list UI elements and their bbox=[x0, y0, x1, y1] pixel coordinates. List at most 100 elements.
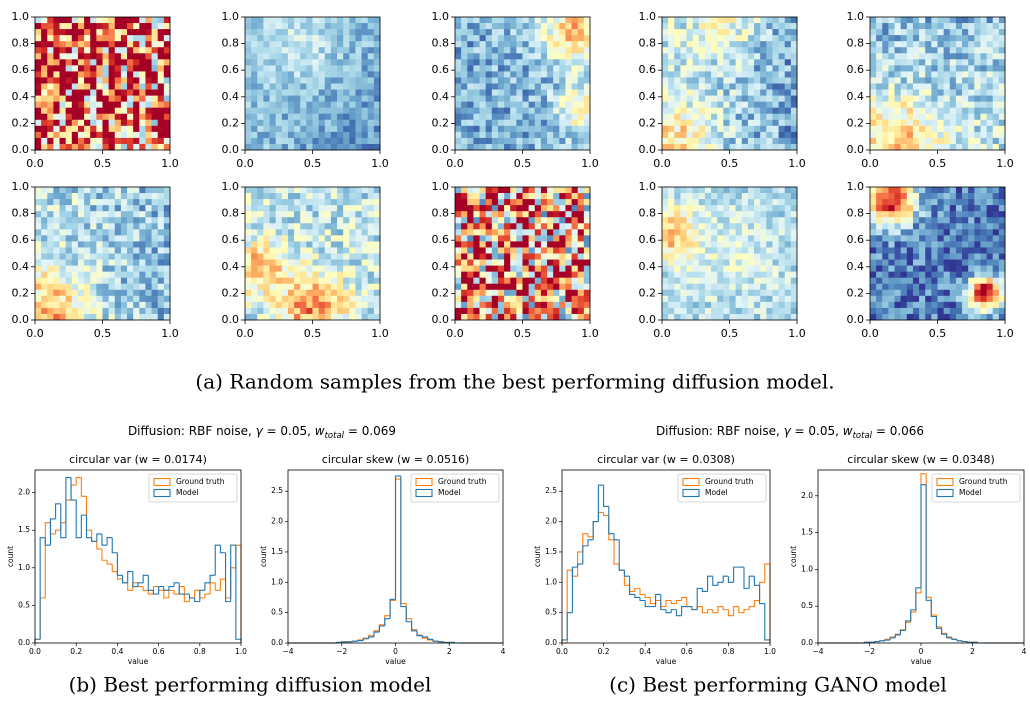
heatmap-cell bbox=[367, 65, 375, 72]
heatmap-cell bbox=[540, 217, 548, 224]
heatmap-cell bbox=[723, 41, 730, 48]
heatmap-cell bbox=[711, 71, 718, 78]
heatmap-cell bbox=[974, 137, 981, 145]
heatmap-cell bbox=[704, 271, 712, 279]
heatmap-cell bbox=[692, 253, 700, 260]
heatmap-cell bbox=[704, 277, 712, 285]
heatmap-cell bbox=[96, 253, 103, 260]
heatmap-cell bbox=[510, 35, 517, 42]
heatmap-cell bbox=[133, 217, 140, 224]
heatmap-cell bbox=[306, 131, 313, 139]
heatmap-cell bbox=[741, 113, 749, 121]
heatmap-cell bbox=[741, 83, 749, 90]
heatmap-cell bbox=[300, 29, 307, 36]
heatmap-cell bbox=[741, 307, 749, 315]
heatmap-cell bbox=[741, 259, 749, 266]
heatmap-cell bbox=[766, 17, 773, 24]
heatmap-cell bbox=[312, 29, 320, 36]
heatmap-cell bbox=[760, 241, 767, 248]
heatmap-cell bbox=[968, 193, 975, 200]
heatmap-cell bbox=[90, 193, 97, 200]
heatmap-cell bbox=[139, 71, 146, 78]
heatmap-cell bbox=[723, 101, 730, 109]
heatmap-cell bbox=[510, 277, 517, 285]
heatmap-cell bbox=[992, 89, 1000, 96]
x-tick-label: 0.0 bbox=[446, 327, 464, 340]
heatmap-cell bbox=[559, 193, 566, 200]
heatmap-cell bbox=[553, 229, 560, 236]
heatmap-cell bbox=[723, 229, 730, 236]
heatmap-cell bbox=[906, 223, 914, 230]
heatmap-cell bbox=[133, 211, 140, 218]
heatmap-cell bbox=[962, 193, 969, 200]
heatmap-cell bbox=[900, 217, 908, 224]
heatmap-cell bbox=[479, 253, 487, 260]
heatmap-cell bbox=[35, 125, 42, 133]
heatmap-cell bbox=[127, 307, 134, 315]
heatmap-cell bbox=[559, 113, 566, 121]
heatmap-cell bbox=[741, 235, 749, 242]
suptitle-part: total bbox=[853, 431, 873, 441]
heatmap-cell bbox=[41, 65, 48, 72]
heatmap-cell bbox=[974, 53, 981, 60]
heatmap-cell bbox=[565, 29, 572, 36]
heatmap-cell bbox=[504, 71, 511, 78]
heatmap-cell bbox=[145, 101, 152, 109]
heatmap-cell bbox=[583, 119, 591, 127]
heatmap-cell bbox=[949, 23, 957, 30]
heatmap-cell bbox=[547, 283, 554, 291]
heatmap-cell bbox=[90, 137, 97, 145]
heatmap-cell bbox=[120, 259, 128, 266]
heatmap-cell bbox=[300, 283, 307, 291]
heatmap-cell bbox=[461, 41, 468, 48]
heatmap-cell bbox=[949, 271, 957, 279]
heatmap-cell bbox=[318, 307, 326, 315]
heatmap-cell bbox=[473, 253, 480, 260]
heatmap-cell bbox=[245, 235, 252, 242]
heatmap-cell bbox=[145, 125, 152, 133]
heatmap-cell bbox=[145, 283, 152, 291]
heatmap-cell bbox=[704, 35, 712, 42]
heatmap-cell bbox=[127, 17, 134, 24]
heatmap-cell bbox=[980, 193, 987, 200]
heatmap-cell bbox=[876, 247, 883, 254]
heatmap-cell bbox=[870, 83, 877, 90]
heatmap-cell bbox=[912, 17, 920, 24]
heatmap-cell bbox=[784, 89, 792, 96]
heatmap-cell bbox=[41, 187, 48, 194]
heatmap-cell bbox=[139, 295, 146, 303]
heatmap-cell bbox=[163, 143, 171, 151]
heatmap-cell bbox=[59, 77, 67, 84]
heatmap-cell bbox=[870, 89, 877, 96]
heatmap-cell bbox=[497, 53, 505, 60]
heatmap-cell bbox=[355, 199, 362, 206]
heatmap-cell bbox=[931, 187, 938, 194]
heatmap-cell bbox=[294, 283, 301, 291]
heatmap-cell bbox=[662, 277, 669, 285]
heatmap-cell bbox=[559, 59, 566, 66]
heatmap-cell bbox=[943, 47, 951, 54]
heatmap-cell bbox=[120, 35, 128, 42]
heatmap-cell bbox=[674, 265, 681, 273]
heatmap-cell bbox=[35, 17, 42, 24]
heatmap-cell bbox=[704, 119, 712, 127]
heatmap-cell bbox=[491, 83, 499, 90]
heatmap-cell bbox=[467, 253, 474, 260]
heatmap-cell bbox=[559, 119, 566, 127]
heatmap-cell bbox=[35, 47, 42, 54]
heatmap-cell bbox=[127, 107, 134, 115]
heatmap-cell bbox=[455, 235, 462, 242]
heatmap-cell bbox=[937, 95, 945, 103]
heatmap-cell bbox=[127, 211, 134, 218]
heatmap-cell bbox=[735, 23, 743, 30]
heatmap-cell bbox=[96, 277, 103, 285]
heatmap-cell bbox=[361, 65, 369, 72]
heatmap-cell bbox=[145, 137, 152, 145]
heatmap-cell bbox=[735, 187, 743, 194]
heatmap-cell bbox=[870, 313, 877, 321]
heatmap-cell bbox=[467, 283, 474, 291]
heatmap-cell bbox=[528, 265, 536, 273]
heatmap-cell bbox=[318, 223, 326, 230]
heatmap-cell bbox=[790, 235, 798, 242]
heatmap-cell bbox=[937, 247, 945, 254]
